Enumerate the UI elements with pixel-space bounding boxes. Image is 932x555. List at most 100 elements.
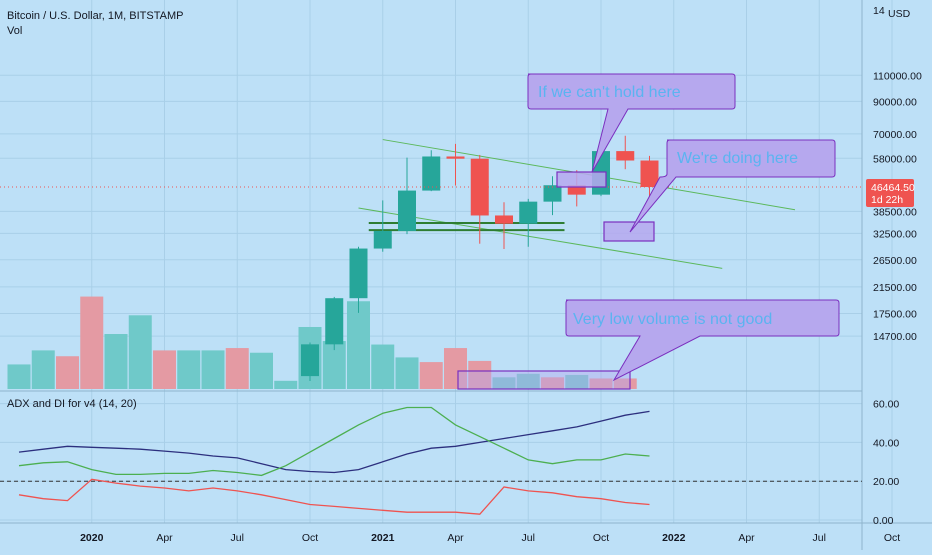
price-tick-label: 14700.00 bbox=[873, 331, 917, 343]
callout-hold[interactable]: If we can't hold here bbox=[527, 73, 736, 173]
time-tick-label: Oct bbox=[593, 532, 609, 544]
price-badge-countdown: 1d 22h bbox=[871, 194, 903, 206]
volume-bar bbox=[104, 334, 128, 389]
candle-body bbox=[567, 185, 586, 195]
indicator-tick-label: 60.00 bbox=[873, 399, 899, 411]
volume-bar bbox=[492, 377, 516, 389]
time-tick-label: Apr bbox=[738, 532, 755, 544]
adx-indicator bbox=[18, 406, 650, 515]
candle bbox=[470, 154, 489, 244]
price-tick-label: 17500.00 bbox=[873, 309, 917, 321]
volume-bar bbox=[419, 362, 443, 389]
candle-body bbox=[373, 230, 392, 249]
time-tick-label: Jul bbox=[813, 532, 826, 544]
candle-body bbox=[616, 151, 635, 161]
hold-zone-box[interactable] bbox=[556, 171, 607, 188]
price-tick-label: 58000.00 bbox=[873, 153, 917, 165]
candle bbox=[543, 176, 562, 216]
candle-body bbox=[470, 158, 489, 216]
di-minus-line bbox=[18, 478, 650, 515]
price-badge-value: 46464.50 bbox=[871, 182, 915, 194]
candle bbox=[616, 135, 635, 170]
adx-line bbox=[18, 410, 650, 474]
price-tick-label: 110000.00 bbox=[873, 70, 922, 82]
volume-bar bbox=[613, 378, 637, 389]
volume-bar bbox=[56, 356, 79, 389]
currency-label[interactable]: USD bbox=[888, 8, 911, 20]
time-tick-label: Apr bbox=[447, 532, 464, 544]
time-tick-label: Jul bbox=[231, 532, 244, 544]
volume-bar bbox=[541, 377, 564, 389]
candle bbox=[301, 342, 319, 381]
indicator-tick-label: 40.00 bbox=[873, 437, 899, 449]
volume-bar bbox=[31, 350, 55, 389]
volume-bar bbox=[322, 341, 346, 389]
volume-bar bbox=[201, 350, 225, 389]
time-axis[interactable]: 2020 Apr Jul Oct 2021 Apr Jul Oct 2022 Apr Jul Oct bbox=[80, 532, 900, 544]
price-tick-label: 70000.00 bbox=[873, 129, 917, 141]
time-tick-label: Apr bbox=[156, 532, 173, 544]
candle bbox=[495, 202, 513, 249]
low-volume-box[interactable] bbox=[457, 370, 631, 390]
price-tick-label: 14 bbox=[873, 5, 885, 17]
volume-bar bbox=[177, 350, 201, 389]
candle-body bbox=[640, 160, 659, 187]
volume-bar bbox=[516, 373, 540, 389]
target-zone-box[interactable] bbox=[603, 221, 655, 242]
di-plus-line bbox=[18, 406, 650, 477]
candle bbox=[398, 157, 416, 235]
candle-body bbox=[349, 248, 368, 299]
price-tick-label: 38500.00 bbox=[873, 206, 917, 218]
candle bbox=[349, 246, 368, 313]
candle-body bbox=[495, 215, 513, 224]
time-tick-label: Oct bbox=[884, 532, 900, 544]
volume-bar bbox=[565, 374, 589, 389]
candle bbox=[640, 155, 659, 201]
volume-bar bbox=[395, 357, 419, 389]
candle bbox=[446, 143, 465, 186]
volume-bar bbox=[468, 360, 492, 389]
price-tick-label: 90000.00 bbox=[873, 96, 917, 108]
indicator-tick-label: 0.00 bbox=[873, 515, 894, 527]
price-badge: 46464.50 1d 22h bbox=[866, 179, 915, 207]
volume-bar bbox=[347, 301, 370, 389]
callout-volume-text: Very low volume is not good bbox=[573, 311, 772, 328]
candle-body bbox=[301, 344, 319, 377]
volume-bar bbox=[80, 296, 104, 389]
candle bbox=[325, 296, 344, 351]
volume-bar bbox=[7, 364, 31, 389]
symbol-title[interactable]: Bitcoin / U.S. Dollar, 1M, BITSTAMP bbox=[7, 10, 183, 22]
time-tick-label: 2022 bbox=[662, 532, 686, 544]
candle bbox=[373, 200, 392, 252]
candle-body bbox=[325, 298, 344, 345]
candle bbox=[422, 150, 441, 192]
time-tick-label: 2021 bbox=[371, 532, 395, 544]
volume-bar bbox=[589, 378, 613, 389]
candle-body bbox=[398, 190, 416, 231]
time-tick-label: 2020 bbox=[80, 532, 104, 544]
indicator-legend[interactable]: ADX and DI for v4 (14, 20) bbox=[7, 398, 137, 410]
callout-volume[interactable]: Very low volume is not good bbox=[565, 299, 840, 382]
callout-hold-text: If we can't hold here bbox=[538, 84, 681, 101]
volume-bar bbox=[371, 344, 395, 389]
candle-body bbox=[446, 156, 465, 159]
trendline bbox=[358, 207, 723, 269]
callout-target[interactable]: We're doing here bbox=[629, 139, 836, 233]
time-tick-label: Jul bbox=[522, 532, 535, 544]
price-tick-label: 26500.00 bbox=[873, 255, 917, 267]
price-tick-label: 21500.00 bbox=[873, 282, 917, 294]
time-tick-label: Oct bbox=[302, 532, 318, 544]
volume-bar bbox=[250, 352, 273, 389]
volume-bar bbox=[444, 348, 467, 389]
candle-body bbox=[543, 185, 562, 202]
volume-bar bbox=[153, 350, 176, 389]
volume-legend[interactable]: Vol bbox=[7, 25, 22, 37]
price-axis[interactable]: 110000.00 90000.00 70000.00 58000.00 38500.0… bbox=[873, 5, 922, 343]
indicator-axis[interactable]: 60.00 40.00 20.00 0.00 bbox=[873, 399, 899, 527]
volume-bar bbox=[128, 315, 152, 389]
price-tick-label: 32500.00 bbox=[873, 228, 917, 240]
candle bbox=[519, 198, 538, 247]
